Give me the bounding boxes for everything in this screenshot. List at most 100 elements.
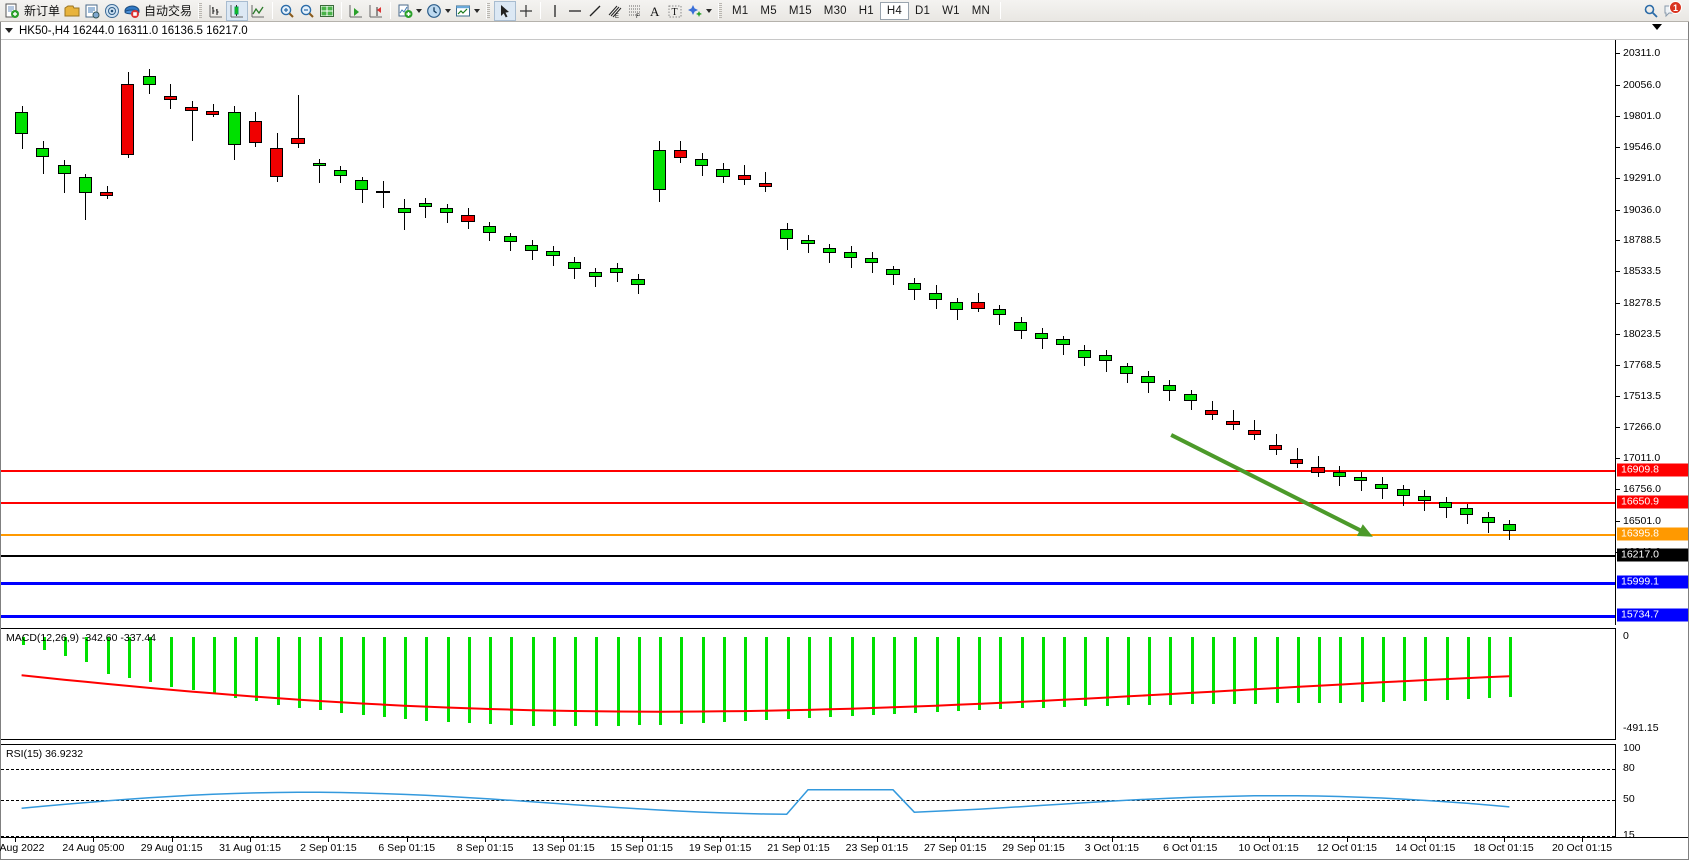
candle-body[interactable] bbox=[886, 269, 900, 276]
navigator-button[interactable] bbox=[102, 1, 122, 21]
data-window-button[interactable] bbox=[82, 1, 102, 21]
chevron-down-icon[interactable] bbox=[416, 8, 423, 13]
candle-body[interactable] bbox=[1056, 339, 1070, 346]
vertical-line-button[interactable] bbox=[545, 1, 565, 21]
candle-body[interactable] bbox=[1013, 322, 1028, 331]
price-axis[interactable]: 20311.0 20056.0 19801.0 19546.0 19291.0 19036… bbox=[1615, 40, 1688, 625]
candle-body[interactable] bbox=[1396, 488, 1410, 497]
candle-body[interactable] bbox=[206, 111, 220, 115]
equidistant-channel-button[interactable]: E bbox=[605, 1, 625, 21]
timeframe-m1[interactable]: M1 bbox=[732, 4, 749, 17]
candle-body[interactable] bbox=[928, 292, 943, 300]
text-label-button[interactable]: T bbox=[665, 1, 685, 21]
price-level-line[interactable] bbox=[1, 555, 1615, 558]
candle-body[interactable] bbox=[780, 228, 794, 239]
chat-button[interactable]: 1 bbox=[1661, 0, 1682, 21]
search-button[interactable] bbox=[1641, 1, 1661, 21]
candle-body[interactable] bbox=[758, 183, 773, 188]
shapes-button[interactable] bbox=[685, 1, 714, 21]
candle-body[interactable] bbox=[482, 226, 496, 233]
candle-body[interactable] bbox=[652, 150, 666, 190]
candle-body[interactable] bbox=[461, 215, 475, 222]
candle-body[interactable] bbox=[57, 165, 71, 174]
chevron-down-icon-4[interactable] bbox=[706, 8, 713, 13]
zoom-in-button[interactable] bbox=[277, 1, 297, 21]
timeframe-d1[interactable]: D1 bbox=[915, 4, 931, 17]
candle-body[interactable] bbox=[801, 239, 815, 244]
candle-body[interactable] bbox=[36, 147, 50, 157]
candle-body[interactable] bbox=[1120, 366, 1134, 374]
candle-body[interactable] bbox=[631, 279, 645, 286]
toolbar-grip-2[interactable] bbox=[486, 2, 491, 19]
symbol-dropdown-icon[interactable] bbox=[5, 28, 13, 33]
candle-body[interactable] bbox=[100, 192, 114, 196]
candle-body[interactable] bbox=[1290, 459, 1304, 465]
candle-body[interactable] bbox=[1205, 410, 1219, 416]
crosshair-button[interactable] bbox=[516, 1, 536, 21]
candle-body[interactable] bbox=[1311, 466, 1325, 473]
candle-body[interactable] bbox=[440, 208, 454, 213]
candle-body[interactable] bbox=[1332, 471, 1346, 477]
candle-body[interactable] bbox=[673, 150, 688, 158]
price-level-line[interactable] bbox=[1, 582, 1615, 586]
zoom-out-button[interactable] bbox=[297, 1, 317, 21]
new-order-button[interactable]: 新订单 bbox=[2, 1, 62, 21]
tile-windows-button[interactable] bbox=[317, 1, 337, 21]
candle-body[interactable] bbox=[248, 120, 262, 143]
candle-body[interactable] bbox=[1247, 430, 1261, 435]
candle-body[interactable] bbox=[567, 261, 581, 270]
candle-body[interactable] bbox=[1035, 333, 1049, 340]
timeframe-h1[interactable]: H1 bbox=[858, 4, 874, 17]
market-watch-button[interactable] bbox=[62, 1, 82, 21]
candle-body[interactable] bbox=[227, 112, 241, 146]
candle-body[interactable] bbox=[971, 302, 985, 309]
timeframe-m30[interactable]: M30 bbox=[823, 4, 847, 17]
price-level-line[interactable] bbox=[1, 533, 1615, 536]
timeframe-m5[interactable]: M5 bbox=[760, 4, 777, 17]
candle-body[interactable] bbox=[333, 170, 347, 177]
candle-body[interactable] bbox=[610, 268, 624, 273]
timeframe-w1[interactable]: W1 bbox=[942, 4, 960, 17]
chevron-down-icon-3[interactable] bbox=[474, 8, 481, 13]
candle-body[interactable] bbox=[291, 138, 305, 145]
candle-body[interactable] bbox=[695, 158, 709, 167]
time-axis[interactable]: 22 Aug 2022 24 Aug 05:00 29 Aug 01:15 31 Au… bbox=[0, 837, 1688, 859]
text-button[interactable]: A bbox=[645, 1, 665, 21]
candle-body[interactable] bbox=[1417, 496, 1431, 502]
candle-body[interactable] bbox=[822, 248, 836, 254]
candle-body[interactable] bbox=[397, 208, 411, 213]
candle-body[interactable] bbox=[142, 75, 156, 86]
candle-body[interactable] bbox=[950, 302, 964, 310]
price-level-line[interactable] bbox=[1, 614, 1615, 618]
timeframe-m15[interactable]: M15 bbox=[788, 4, 812, 17]
toolbar-grip[interactable] bbox=[198, 2, 203, 19]
toolbar-grip-3[interactable] bbox=[718, 2, 723, 19]
line-chart-button[interactable] bbox=[248, 1, 268, 21]
trendline-button[interactable] bbox=[585, 1, 605, 21]
chart-shift-button[interactable] bbox=[366, 1, 386, 21]
candle-body[interactable] bbox=[312, 162, 326, 167]
candle-body[interactable] bbox=[270, 147, 284, 178]
candle-body[interactable] bbox=[1375, 483, 1389, 489]
candle-body[interactable] bbox=[376, 190, 390, 193]
horizontal-line-button[interactable] bbox=[565, 1, 585, 21]
candle-body[interactable] bbox=[418, 203, 433, 207]
candle-body[interactable] bbox=[1502, 524, 1516, 531]
fibonacci-button[interactable]: F bbox=[625, 1, 645, 21]
rsi-pane[interactable]: RSI(15) 36.9232 bbox=[1, 744, 1615, 854]
auto-scroll-button[interactable] bbox=[346, 1, 366, 21]
candle-body[interactable] bbox=[1439, 502, 1453, 509]
timeframe-mn[interactable]: MN bbox=[971, 4, 991, 17]
candle-body[interactable] bbox=[1353, 476, 1368, 482]
price-level-line[interactable] bbox=[1, 470, 1615, 473]
candle-body[interactable] bbox=[843, 252, 858, 259]
chart-menu-caret-icon[interactable] bbox=[1652, 24, 1662, 30]
price-level-line[interactable] bbox=[1, 502, 1615, 505]
candle-body[interactable] bbox=[588, 271, 603, 277]
candle-body[interactable] bbox=[1268, 444, 1283, 450]
templates-button[interactable] bbox=[453, 1, 482, 21]
candle-body[interactable] bbox=[1141, 376, 1155, 384]
price-pane[interactable] bbox=[1, 40, 1615, 625]
candle-body[interactable] bbox=[1460, 508, 1474, 515]
candle-body[interactable] bbox=[121, 84, 135, 156]
